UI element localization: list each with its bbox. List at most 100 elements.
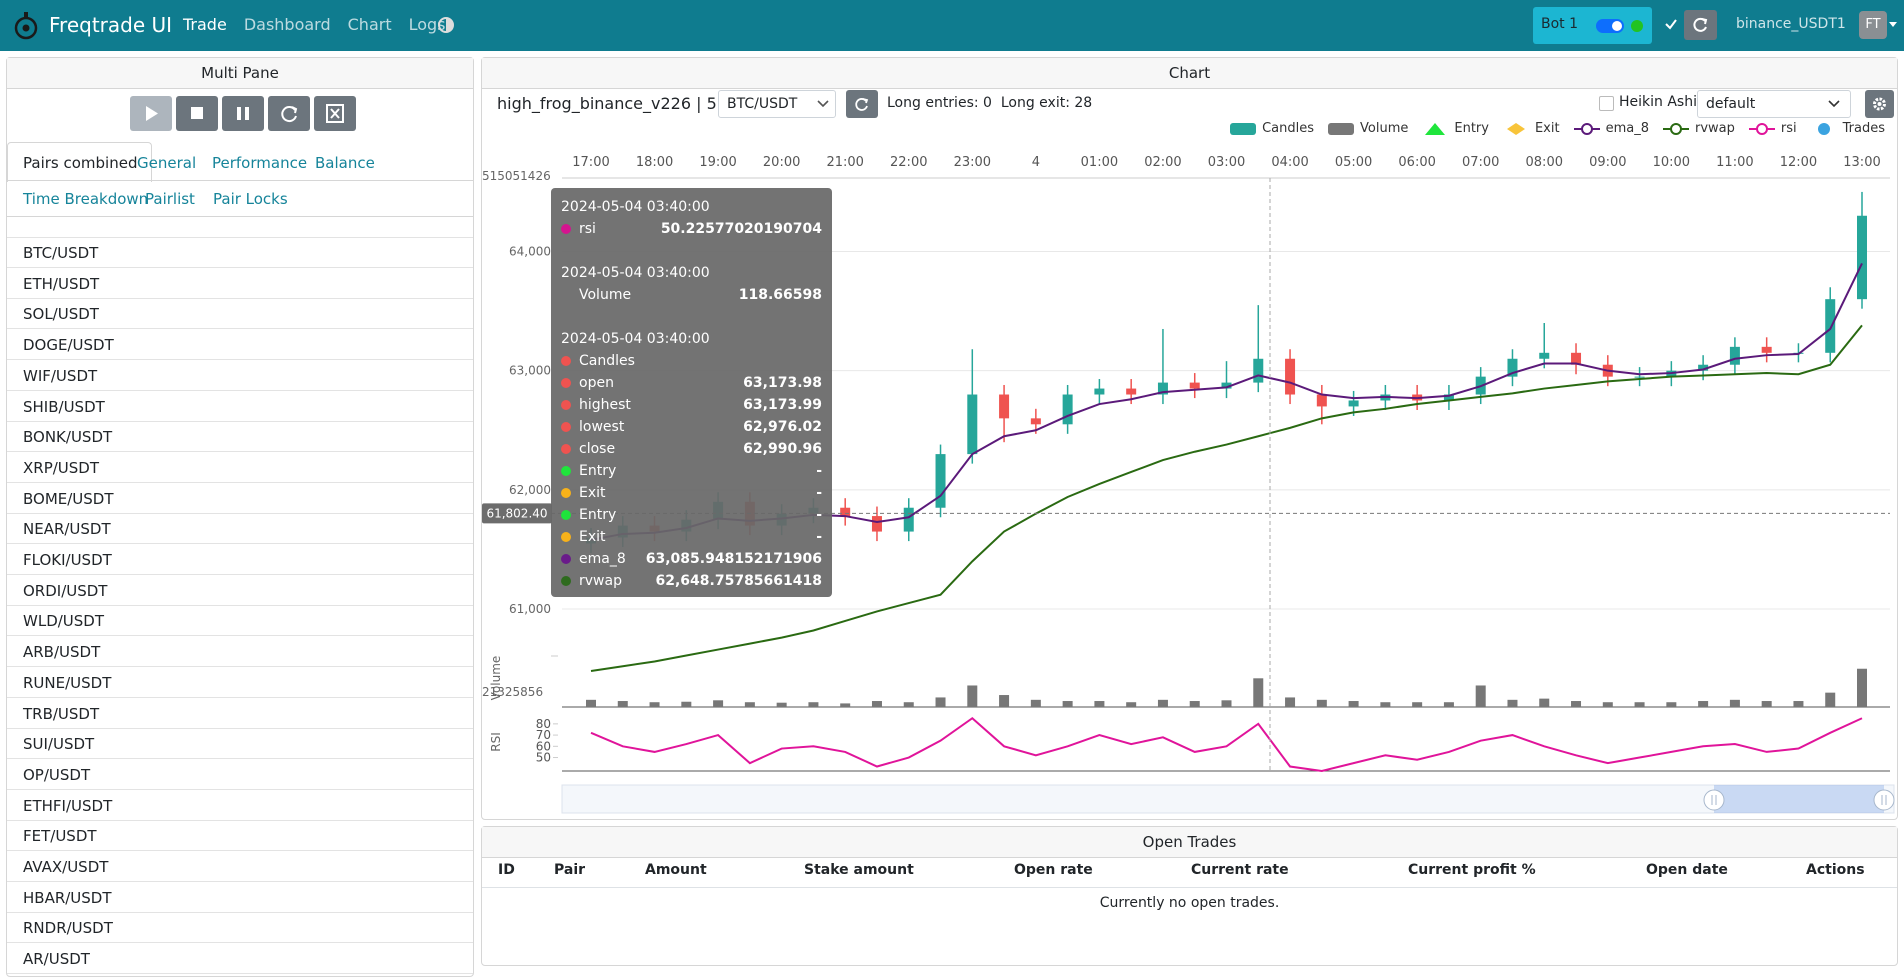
tab[interactable]: Performance — [212, 154, 308, 172]
legend-item[interactable]: Entry — [1422, 121, 1489, 136]
column-header[interactable]: Stake amount — [804, 862, 914, 878]
tab[interactable]: Time Breakdown — [23, 190, 149, 208]
pair-row[interactable]: BONK/USDT — [7, 422, 473, 453]
y-tick-label: 64,000 — [509, 245, 551, 259]
legend-label: rvwap — [1695, 121, 1735, 136]
candle-body — [1571, 352, 1582, 365]
table-header-line — [482, 887, 1897, 888]
refresh-button[interactable] — [1684, 10, 1717, 40]
tooltip: 2024-05-04 03:40:00 rsi 50.22577020190704 2… — [551, 188, 832, 597]
nav-link[interactable]: Trade — [183, 15, 227, 34]
start-button[interactable] — [130, 96, 172, 131]
column-header[interactable]: ID — [498, 862, 515, 878]
pair-row[interactable]: ETHFI/USDT — [7, 791, 473, 821]
column-header[interactable]: Current rate — [1191, 862, 1289, 878]
multi-pane: Multi Pane Pairs combined General Performa… — [6, 57, 474, 977]
legend-item[interactable]: Exit — [1503, 121, 1560, 136]
theme-toggle[interactable] — [437, 16, 455, 34]
tab[interactable]: Pairlist — [145, 190, 195, 208]
pair-row[interactable]: DOGE/USDT — [7, 330, 473, 361]
column-header[interactable]: Amount — [645, 862, 707, 878]
pair-row[interactable]: WLD/USDT — [7, 606, 473, 637]
tooltip-row: Volume 118.66598 — [561, 284, 822, 306]
refresh-chart-button[interactable] — [846, 90, 878, 118]
tooltip-name: lowest — [579, 419, 625, 435]
zoom-handle[interactable] — [1873, 789, 1895, 811]
pair-row[interactable]: SUI/USDT — [7, 729, 473, 760]
pair-select[interactable]: BTC/USDT — [718, 90, 836, 118]
reload-button[interactable] — [268, 96, 310, 131]
tab[interactable]: Balance — [315, 154, 375, 172]
candle-body — [1094, 388, 1105, 395]
legend-item[interactable]: Candles — [1230, 121, 1314, 136]
pair-row[interactable]: SOL/USDT — [7, 299, 473, 330]
empty-message: Currently no open trades. — [1099, 895, 1280, 911]
column-header[interactable]: Pair — [554, 862, 586, 878]
force-exit-button[interactable] — [314, 96, 356, 131]
x-tick-label: 23:00 — [954, 155, 991, 170]
nav-link[interactable]: Dashboard — [243, 15, 331, 34]
volume-bar — [1443, 702, 1454, 707]
tab[interactable]: Pair Locks — [213, 190, 288, 208]
candle-body — [1030, 418, 1041, 425]
layout-select[interactable]: default — [1697, 90, 1851, 118]
zoom-handle[interactable] — [1703, 789, 1725, 811]
x-tick-label: 07:00 — [1462, 155, 1499, 170]
tab[interactable]: General — [137, 154, 197, 172]
tooltip-name: open — [579, 375, 614, 391]
zoom-selection[interactable] — [1714, 785, 1884, 813]
pair-row[interactable]: BTC/USDT — [7, 238, 473, 268]
pause-button[interactable] — [222, 96, 264, 131]
column-header[interactable]: Current profit % — [1408, 862, 1536, 878]
pair-row[interactable]: ORDI/USDT — [7, 576, 473, 606]
legend-item[interactable]: Trades — [1811, 121, 1885, 136]
pair-row[interactable]: RNDR/USDT — [7, 913, 473, 944]
legend-label: Volume — [1360, 121, 1409, 136]
avatar[interactable]: FT — [1859, 11, 1887, 39]
bot-toggle[interactable] — [1595, 17, 1645, 35]
pair-row[interactable]: FET/USDT — [7, 821, 473, 852]
column-header[interactable]: Open date — [1646, 862, 1728, 878]
pair-row[interactable]: ARB/USDT — [7, 637, 473, 668]
pair-row[interactable]: SHIB/USDT — [7, 392, 473, 422]
pair-row[interactable]: ETH/USDT — [7, 269, 473, 299]
y-tick-label: 62,000 — [509, 483, 551, 497]
tooltip-value: 63,173.98 — [743, 375, 822, 391]
pair-row[interactable]: FLOKI/USDT — [7, 545, 473, 575]
nav-link[interactable]: Chart — [347, 15, 392, 34]
legend-shape — [1670, 122, 1682, 135]
pair-row[interactable]: XRP/USDT — [7, 453, 473, 483]
pair-row[interactable]: WIF/USDT — [7, 361, 473, 391]
pair-row[interactable]: AR/USDT — [7, 944, 473, 975]
heikin-ashi-checkbox[interactable] — [1599, 96, 1614, 111]
legend-item[interactable]: rsi — [1748, 121, 1797, 136]
tooltip-name: ema_8 — [579, 551, 626, 567]
legend-item[interactable]: Volume — [1328, 121, 1408, 136]
legend-item[interactable]: rvwap — [1663, 121, 1735, 136]
zoom-handle-grip — [1711, 795, 1717, 805]
nav-link[interactable]: Logs — [408, 15, 446, 34]
pair-row[interactable]: RUNE/USDT — [7, 668, 473, 698]
pair-row[interactable]: OP/USDT — [7, 760, 473, 790]
tab[interactable]: Pairs combined — [23, 154, 138, 172]
volume-bar — [1348, 701, 1359, 707]
brand[interactable]: Freqtrade UI — [49, 13, 173, 37]
settings-button[interactable] — [1865, 90, 1894, 118]
column-header[interactable]: Actions — [1806, 862, 1865, 878]
candle-body — [1634, 376, 1645, 378]
tooltip-group: 2024-05-04 03:40:00 Volume 118.66598 — [561, 262, 822, 306]
x-tick-label: 4 — [1032, 155, 1040, 170]
volume-bar — [1221, 700, 1232, 707]
pair-row[interactable]: AVAX/USDT — [7, 852, 473, 882]
bot-selector[interactable]: Bot 1 — [1533, 7, 1652, 44]
pair-row[interactable]: HBAR/USDT — [7, 883, 473, 913]
stop-button[interactable] — [176, 96, 218, 131]
legend-item[interactable]: ema_8 — [1573, 121, 1649, 136]
volume-bar — [1793, 701, 1804, 707]
pair-list: BTC/USDT ETH/USDT SOL/USDT DOGE/USDT WIF/USD… — [7, 237, 473, 978]
y-tick-label: 61,000 — [509, 602, 551, 616]
pair-row[interactable]: NEAR/USDT — [7, 514, 473, 545]
pair-row[interactable]: TRB/USDT — [7, 699, 473, 729]
pair-row[interactable]: BOME/USDT — [7, 484, 473, 514]
column-header[interactable]: Open rate — [1014, 862, 1093, 878]
